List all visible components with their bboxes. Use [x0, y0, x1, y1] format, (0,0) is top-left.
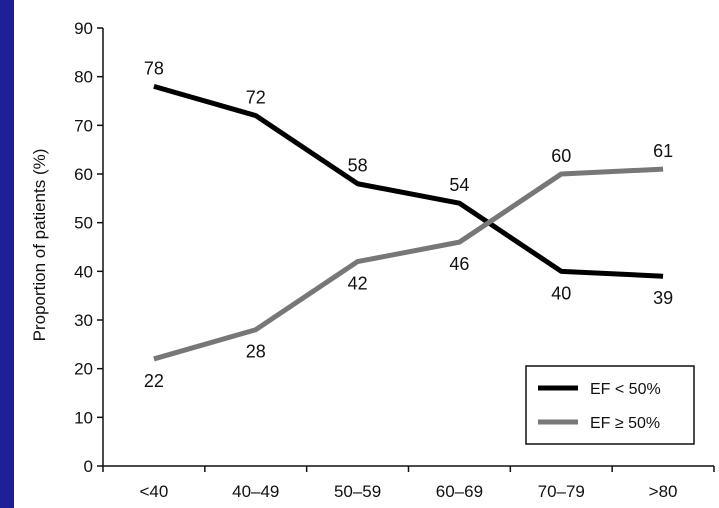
x-tick-label: >80 [649, 482, 678, 501]
legend-label: EF ≥ 50% [590, 415, 660, 432]
y-tick-label: 10 [74, 408, 93, 427]
legend: EF < 50% EF ≥ 50% [525, 365, 695, 445]
y-tick-label: 70 [74, 116, 93, 135]
x-tick-label: 40–49 [232, 482, 279, 501]
y-tick-label: 80 [74, 68, 93, 87]
data-label: 60 [551, 146, 571, 166]
data-label: 58 [348, 156, 368, 176]
x-tick-label: 70–79 [538, 482, 585, 501]
data-label: 78 [144, 58, 164, 78]
x-tick-label: 50–59 [334, 482, 381, 501]
legend-label: EF < 50% [590, 381, 661, 398]
y-tick-label: 0 [84, 457, 93, 476]
data-label: 61 [653, 141, 673, 161]
y-tick-label: 60 [74, 165, 93, 184]
data-label: 40 [551, 283, 571, 303]
series-line-ef-at-least-50 [153, 166, 664, 362]
y-tick-label: 40 [74, 262, 93, 281]
axes: 0 10 20 30 40 50 60 70 80 90 <40 40–49 50–59 60–69 70–… [74, 19, 715, 501]
data-label: 42 [348, 274, 368, 294]
data-labels: 78 72 58 54 40 39 22 28 42 46 60 61 [144, 58, 673, 391]
y-tick-label: 20 [74, 360, 93, 379]
data-label: 39 [653, 288, 673, 308]
series-line-ef-below-50 [153, 83, 664, 279]
x-tick-label: <40 [139, 482, 168, 501]
series-layer [153, 83, 664, 362]
y-tick-label: 30 [74, 311, 93, 330]
data-label: 54 [449, 175, 469, 195]
data-label: 72 [246, 88, 266, 108]
chart-panel: 0 10 20 30 40 50 60 70 80 90 <40 40–49 50–59 60–69 70–… [14, 0, 719, 508]
y-axis-label: Proportion of patients (%) [30, 149, 49, 342]
legend-box [525, 365, 695, 445]
y-tick-label: 90 [74, 19, 93, 38]
data-label: 46 [449, 254, 469, 274]
data-label: 22 [144, 371, 164, 391]
y-tick-label: 50 [74, 214, 93, 233]
data-label: 28 [246, 342, 266, 362]
line-chart: 0 10 20 30 40 50 60 70 80 90 <40 40–49 50–59 60–69 70–… [30, 19, 715, 501]
x-tick-label: 60–69 [436, 482, 483, 501]
